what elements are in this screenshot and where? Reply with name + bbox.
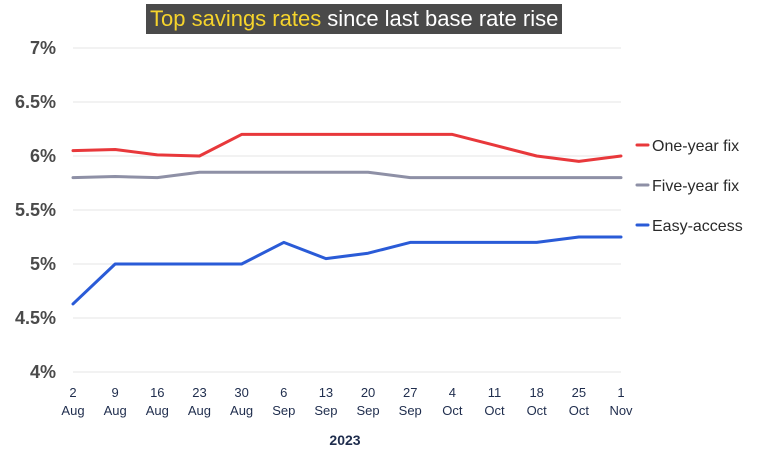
x-tick-label-day: 20 bbox=[361, 385, 375, 400]
y-tick-label: 7% bbox=[30, 38, 56, 58]
x-tick-label-month: Aug bbox=[146, 403, 169, 418]
x-tick-label-day: 11 bbox=[488, 385, 502, 400]
x-tick-label-month: Oct bbox=[484, 403, 505, 418]
x-tick-label-month: Sep bbox=[357, 403, 380, 418]
y-tick-label: 6.5% bbox=[15, 92, 56, 112]
legend-entry: Easy-access bbox=[652, 218, 743, 235]
chart-title: Top savings rates since last base rate r… bbox=[146, 4, 563, 34]
y-tick-label: 4.5% bbox=[15, 308, 56, 328]
x-tick-label-day: 2 bbox=[69, 385, 76, 400]
x-tick-label-month: Sep bbox=[272, 403, 295, 418]
y-tick-label: 5% bbox=[30, 254, 56, 274]
x-tick-label-day: 9 bbox=[112, 385, 119, 400]
x-tick-label-month: Nov bbox=[609, 403, 633, 418]
series-line-easy-access bbox=[71, 235, 623, 306]
y-tick-label: 4% bbox=[30, 362, 56, 382]
x-tick-label-day: 1 bbox=[617, 385, 624, 400]
x-tick-label-month: Aug bbox=[61, 403, 84, 418]
y-tick-label: 6% bbox=[30, 146, 56, 166]
x-tick-label-day: 23 bbox=[192, 385, 206, 400]
x-tick-label-month: Aug bbox=[188, 403, 211, 418]
legend-entry: Five-year fix bbox=[652, 178, 739, 195]
x-tick-label-day: 18 bbox=[529, 385, 543, 400]
x-tick-label-day: 27 bbox=[403, 385, 417, 400]
series-line-five-year-fix bbox=[71, 170, 623, 180]
x-tick-label-day: 30 bbox=[234, 385, 248, 400]
legend-entry: One-year fix bbox=[652, 138, 739, 155]
x-tick-label-month: Sep bbox=[314, 403, 337, 418]
x-tick-label-day: 25 bbox=[572, 385, 586, 400]
x-tick-label-month: Oct bbox=[527, 403, 548, 418]
chart-title-rest: since last base rate rise bbox=[327, 6, 559, 31]
chart-title-highlight: Top savings rates bbox=[150, 6, 322, 31]
x-tick-label-month: Sep bbox=[399, 403, 422, 418]
y-tick-label: 5.5% bbox=[15, 200, 56, 220]
x-axis-label: 2023 bbox=[329, 432, 360, 448]
x-tick-label-day: 4 bbox=[449, 385, 456, 400]
series-line-one-year-fix bbox=[71, 132, 623, 163]
x-tick-label-month: Oct bbox=[442, 403, 463, 418]
x-tick-label-month: Aug bbox=[230, 403, 253, 418]
x-tick-label-day: 6 bbox=[280, 385, 287, 400]
x-tick-label-month: Oct bbox=[569, 403, 590, 418]
x-tick-label-day: 13 bbox=[319, 385, 333, 400]
x-tick-label-day: 16 bbox=[150, 385, 164, 400]
x-tick-label-month: Aug bbox=[104, 403, 127, 418]
